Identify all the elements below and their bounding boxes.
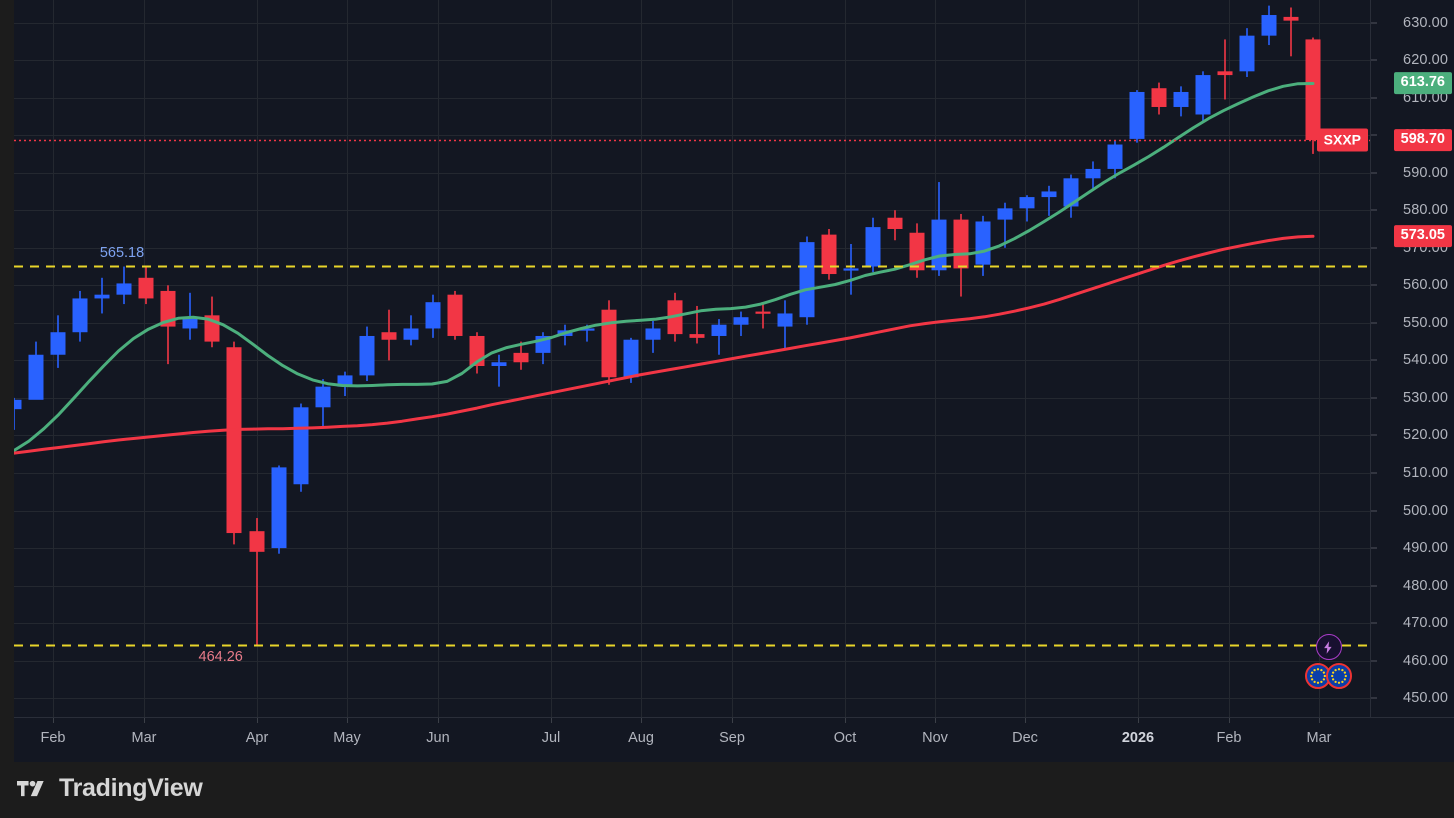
time-tick-mark (1138, 718, 1139, 723)
time-tick-label: Jun (426, 730, 450, 746)
price-tick-mark (1371, 209, 1377, 211)
price-tick-label: 560.00 (1403, 277, 1448, 294)
time-axis[interactable]: Feb Mar Apr May Jun Jul Aug Sep Oct Nov Dec 2026 Feb… (14, 717, 1454, 762)
price-tick-mark (1371, 22, 1377, 24)
time-tick-mark (257, 718, 258, 723)
chart-badge-cluster[interactable] (1305, 634, 1352, 689)
price-tick-label: 530.00 (1403, 389, 1448, 406)
time-tick-mark (438, 718, 439, 723)
price-tick-mark (1371, 134, 1377, 136)
price-tick-mark (1371, 660, 1377, 662)
time-tick-label: Dec (1012, 730, 1038, 746)
chart-plot-area[interactable]: 565.18 464.26 (14, 0, 1370, 717)
price-tick-label: 540.00 (1403, 352, 1448, 369)
time-tick-label: May (333, 730, 361, 746)
time-tick-mark (551, 718, 552, 723)
price-tick-mark (1371, 172, 1377, 174)
price-tick-mark (1371, 322, 1377, 324)
ma-slow-price-badge[interactable]: 573.05 (1393, 225, 1452, 248)
time-tick-mark (347, 718, 348, 723)
chart-panel[interactable]: 565.18 464.26 (14, 0, 1454, 762)
price-tick-label: 470.00 (1403, 615, 1448, 632)
time-tick-mark (53, 718, 54, 723)
price-tick-mark (1371, 247, 1377, 249)
price-tick-mark (1371, 585, 1377, 587)
price-axis[interactable]: 630.00620.00610.00600.00590.00580.00570.… (1370, 0, 1454, 717)
price-tick-mark (1371, 697, 1377, 699)
price-tick-mark (1371, 547, 1377, 549)
price-tick-label: 490.00 (1403, 540, 1448, 557)
time-tick-label: Nov (922, 730, 948, 746)
tradingview-wordmark: TradingView (59, 774, 203, 802)
lightning-bolt-icon[interactable] (1315, 634, 1342, 660)
flag-badge-row[interactable] (1305, 663, 1352, 689)
price-tick-mark (1371, 510, 1377, 512)
tradingview-logo[interactable]: TradingView (17, 774, 203, 803)
time-tick-mark (641, 718, 642, 723)
time-tick-label: Sep (719, 730, 745, 746)
price-tick-label: 450.00 (1403, 690, 1448, 707)
price-tick-mark (1371, 284, 1377, 286)
time-tick-mark (1229, 718, 1230, 723)
time-tick-mark (1025, 718, 1026, 723)
symbol-tag[interactable]: SXXP (1316, 128, 1368, 152)
time-tick-label: Oct (833, 730, 857, 746)
price-tick-label: 580.00 (1403, 202, 1448, 219)
time-tick-label: Aug (628, 730, 654, 746)
price-tick-label: 480.00 (1403, 577, 1448, 594)
time-tick-mark (1319, 718, 1320, 723)
time-tick-label: Feb (1216, 730, 1242, 746)
time-tick-mark (935, 718, 936, 723)
time-tick-label: Apr (245, 730, 269, 746)
time-tick-label: Mar (131, 730, 157, 746)
time-tick-mark (732, 718, 733, 723)
eu-flag-icon[interactable] (1326, 663, 1352, 689)
time-tick-mark (144, 718, 145, 723)
price-tick-mark (1371, 359, 1377, 361)
time-tick-label: 2026 (1121, 730, 1155, 746)
price-tick-label: 500.00 (1403, 502, 1448, 519)
price-tick-mark (1371, 434, 1377, 436)
price-tick-mark (1371, 59, 1377, 61)
footer-bar: TradingView (0, 762, 1454, 818)
time-tick-mark (845, 718, 846, 723)
price-tick-label: 550.00 (1403, 314, 1448, 331)
price-tick-mark (1371, 622, 1377, 624)
tradingview-logo-icon (17, 780, 44, 796)
price-tick-label: 520.00 (1403, 427, 1448, 444)
price-tick-label: 630.00 (1403, 14, 1448, 31)
overlay-lines-layer (14, 82, 1370, 647)
ma-fast-price-badge[interactable]: 613.76 (1393, 72, 1452, 95)
resistance-level-label: 565.18 (99, 244, 145, 261)
price-tick-label: 460.00 (1403, 652, 1448, 669)
price-tick-label: 590.00 (1403, 164, 1448, 181)
price-tick-mark (1371, 397, 1377, 399)
price-tick-mark (1371, 97, 1377, 99)
price-tick-mark (1371, 472, 1377, 474)
time-tick-label: Mar (1306, 730, 1332, 746)
price-tick-label: 510.00 (1403, 464, 1448, 481)
support-level-label: 464.26 (198, 648, 243, 665)
time-tick-label: Jul (541, 730, 561, 746)
last-price-badge[interactable]: 598.70 (1393, 129, 1452, 151)
time-tick-label: Feb (40, 730, 66, 746)
price-tick-label: 620.00 (1403, 52, 1448, 69)
